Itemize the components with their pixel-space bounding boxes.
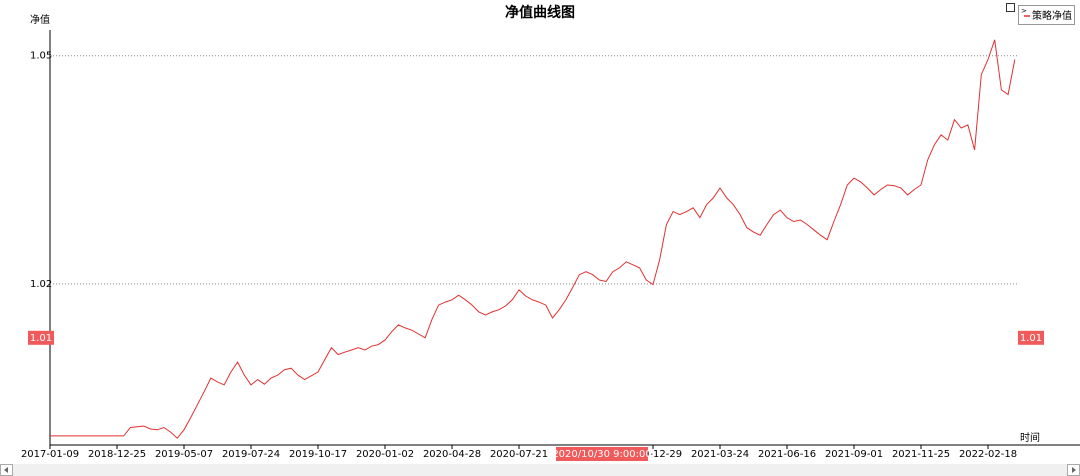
x-tick-label: 2020-07-21 [490,449,548,460]
crosshair-x-label: 2020/10/30 9:00:00 [552,449,651,460]
x-tick-label: 2021-11-25 [892,449,950,460]
x-tick-label: 2020-01-02 [356,449,414,460]
x-tick-label: 2021-06-16 [758,449,816,460]
crosshair-y-label-left-bg [28,330,54,345]
line-series [50,39,1016,439]
chart-title: 净值曲线图 [505,4,575,21]
y-axis-label: 净值 [30,13,50,26]
scrollbar[interactable] [0,464,1080,476]
legend-label: 策略净值 [1032,9,1072,22]
x-tick-label: 2019-10-17 [289,449,347,460]
x-tick-label: 2020-04-28 [423,449,481,460]
x-tick-label: 2021-03-24 [691,449,749,460]
crosshair-x-label-bg [556,447,648,461]
legend [1018,5,1075,25]
y-tick-label: 1.02 [30,279,52,290]
crosshair-y-label-right-bg [1018,330,1044,345]
x-tick-label: 2021-09-01 [825,449,883,460]
x-tick-label: 2017-01-09 [21,449,79,460]
x-axis-label: 时间 [1020,431,1040,444]
x-tick-label: 2020-12-29 [624,449,682,460]
x-tick-label: 2022-02-18 [959,449,1017,460]
x-tick-label: 2019-07-24 [222,449,280,460]
crosshair-y-label-left: 1.01 [30,333,52,344]
y-tick-label: 1.05 [30,51,52,62]
x-tick-label: 2019-05-07 [155,449,213,460]
legend-icon: > [1021,7,1027,15]
x-tick-label: 2018-12-25 [88,449,146,460]
crosshair-y-label-right: 1.01 [1020,333,1042,344]
checkbox[interactable] [1006,3,1015,12]
